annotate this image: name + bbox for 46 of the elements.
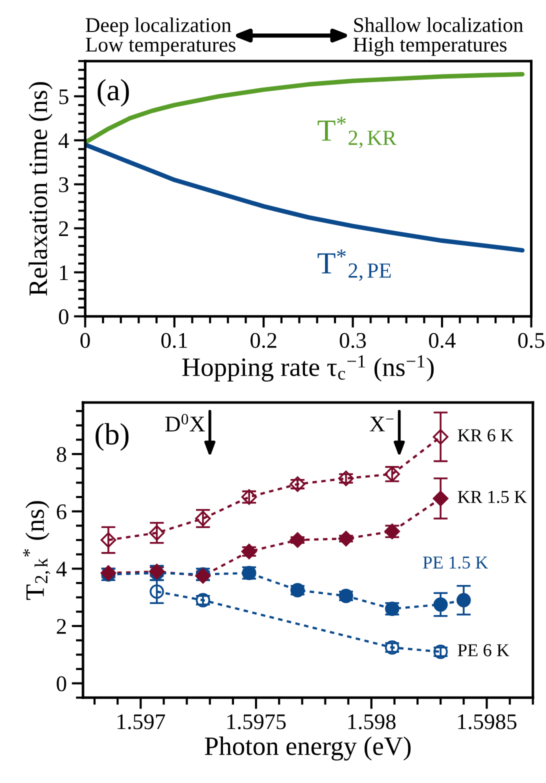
text: Shallow localization High temperatures: [353, 17, 524, 56]
y-tick-label: 0: [58, 309, 68, 324]
point: [433, 597, 448, 612]
y-axis-title: T$_{2,k}$$^{*}$ (ns): [23, 501, 50, 600]
y-tick-label: 0: [56, 676, 66, 692]
annotation: (a): [98, 78, 129, 107]
x-tick-label: 0.4: [429, 332, 456, 348]
series-label: T$^{*}$$_{2,KR}$: [318, 116, 396, 148]
series-label: PE 6 K: [458, 644, 510, 656]
x-tick-label: 0.5: [518, 332, 544, 348]
text: Deep localization Low temperatures: [86, 17, 236, 56]
series-label: KR 1.5 K: [458, 490, 527, 504]
x-tick-label: 1.597: [118, 714, 166, 730]
point: [432, 490, 448, 506]
y-tick-label: 3: [59, 177, 68, 192]
x-axis-title: Photon energy (eV): [204, 736, 411, 761]
x-tick-label: 1.5985: [458, 714, 516, 730]
y-tick-label: 4: [56, 562, 67, 576]
y-tick-label: 4: [58, 133, 69, 148]
x-axis-title: Hopping rate τ$_{c}$$^{−1}$ (ns$^{−1}$): [182, 355, 434, 382]
series-label: KR 6 K: [458, 429, 514, 442]
point: [432, 429, 448, 445]
x-tick-label: 0.3: [340, 332, 366, 348]
x-tick-label: 1.598: [348, 714, 396, 730]
point: [149, 525, 165, 541]
y-tick-label: 5: [59, 89, 68, 104]
x-tick-label: 0.2: [250, 332, 276, 348]
annotation: D$^{0}$X: [165, 414, 205, 432]
y-tick-label: 2: [56, 619, 66, 634]
x-tick-label: 0.1: [161, 332, 187, 348]
point: [150, 584, 164, 599]
x-tick-label: 1.5975: [227, 714, 286, 730]
point: [100, 532, 116, 548]
annotation: X$^{−}$: [370, 416, 394, 432]
y-tick-label: 1: [60, 265, 68, 280]
point: [290, 532, 306, 548]
point: [338, 530, 354, 546]
y-tick-label: 6: [56, 504, 66, 520]
y-axis-title: Relaxation time (ns): [28, 82, 53, 296]
series-label: T$^{*}$$_{2,PE}$: [318, 250, 391, 281]
annotation: (b): [96, 423, 129, 451]
x-tick-label: 0: [80, 332, 90, 348]
y-tick-label: 2: [59, 221, 68, 236]
series-label: PE 1.5 K: [423, 556, 488, 569]
point: [456, 593, 471, 608]
y-tick-label: 8: [56, 446, 66, 462]
